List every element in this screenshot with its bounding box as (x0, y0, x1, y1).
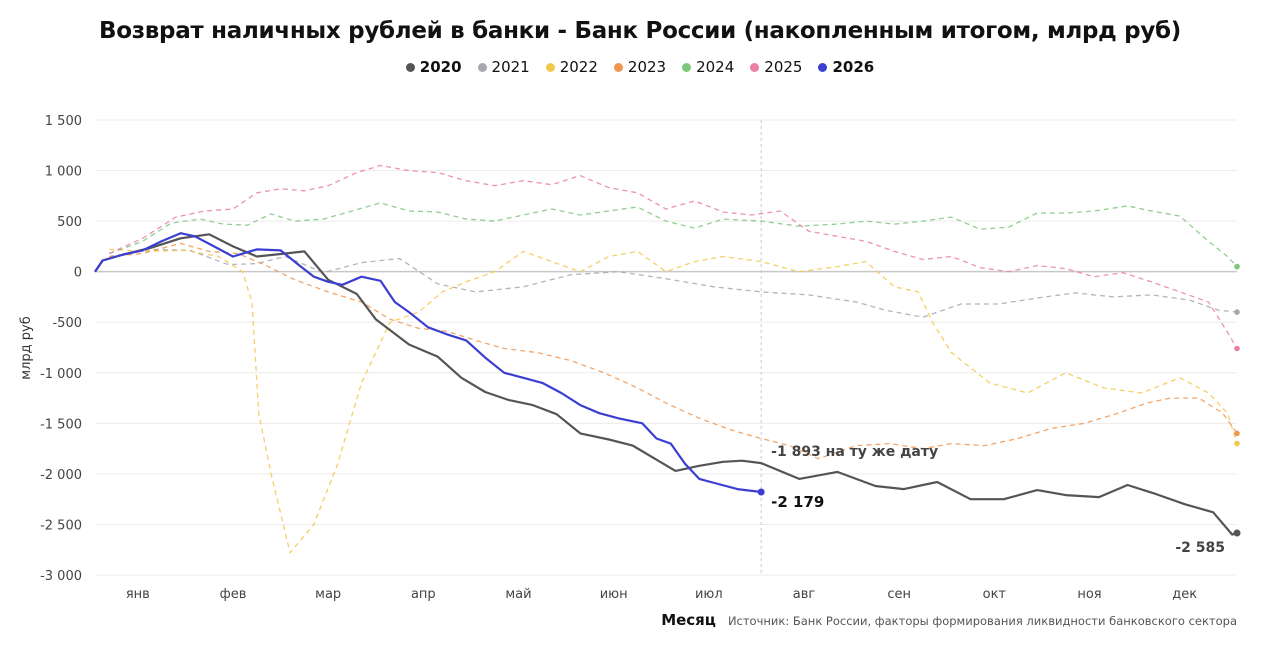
x-tick-label: июн (600, 587, 628, 602)
legend-label: 2023 (627, 58, 667, 76)
legend-dot-icon (818, 62, 828, 72)
series-endpoint-2024 (1234, 263, 1240, 270)
x-tick-label: мар (315, 587, 341, 602)
legend-dot-icon (682, 62, 692, 72)
annotation-label: -2 585 (1175, 540, 1225, 556)
legend-label: 2026 (832, 58, 875, 76)
legend-item-2026: 2026 (818, 58, 874, 76)
series-line-2026 (94, 232, 762, 494)
x-axis-label: Месяц (661, 611, 716, 629)
series-endpoint-2020 (1233, 529, 1241, 537)
legend-item-2021: 2021 (477, 58, 530, 76)
source-note: Источник: Банк России, факторы формирова… (727, 614, 1237, 628)
series-endpoint-2025 (1234, 345, 1240, 352)
legend-dot-icon (405, 62, 415, 72)
y-axis-label: млрд руб (19, 316, 34, 379)
series-line-2024 (109, 202, 1238, 268)
legend-item-2024: 2024 (682, 58, 734, 76)
x-tick-label: сен (887, 587, 911, 602)
chart-legend: 2020 2021 2022 2023 2024 2025 2026 (0, 58, 1280, 76)
y-tick-label: -1 000 (40, 367, 82, 382)
legend-item-2025: 2025 (750, 58, 802, 76)
series-line-2022 (109, 248, 1238, 554)
legend-label: 2025 (764, 58, 803, 76)
y-tick-label: -500 (52, 316, 82, 331)
series-line-2020 (94, 233, 1238, 536)
x-tick-label: янв (126, 587, 150, 602)
x-tick-label: июл (695, 587, 723, 602)
series-line-2021 (109, 248, 1238, 318)
legend-dot-icon (613, 62, 623, 72)
x-tick-label: ноя (1077, 587, 1101, 602)
y-tick-label: 1 000 (45, 165, 82, 180)
legend-dot-icon (750, 62, 760, 72)
series-endpoint-2026 (757, 488, 765, 496)
series-line-2023 (109, 242, 1238, 460)
series-endpoint-2021 (1234, 309, 1240, 315)
legend-label: 2022 (559, 58, 598, 76)
legend-dot-icon (545, 62, 555, 72)
chart-footer: Месяц Источник: Банк России, факторы фор… (661, 611, 1237, 629)
x-tick-label: авг (793, 587, 816, 602)
legend-label: 2021 (491, 58, 530, 76)
x-tick-label: май (505, 587, 531, 602)
y-tick-label: 0 (74, 266, 82, 281)
annotation-label: -2 179 (771, 493, 824, 511)
legend-item-2020: 2020 (405, 58, 462, 76)
x-tick-label: окт (983, 587, 1007, 602)
y-tick-label: -2 000 (40, 468, 82, 483)
chart-title: Возврат наличных рублей в банки - Банк Р… (99, 18, 1181, 44)
legend-item-2022: 2022 (545, 58, 598, 76)
annotation-label: -1 893 на ту же дату (771, 444, 938, 460)
legend-item-2023: 2023 (613, 58, 667, 76)
y-tick-label: 500 (57, 215, 82, 230)
series-endpoint-2022 (1234, 440, 1240, 447)
y-tick-label: 1 500 (45, 114, 82, 129)
legend-dot-icon (477, 62, 487, 72)
legend-label: 2024 (696, 58, 735, 76)
y-tick-label: -2 500 (40, 518, 82, 533)
legend-label: 2020 (419, 58, 462, 76)
y-tick-label: -1 500 (40, 417, 82, 432)
x-tick-label: дек (1172, 587, 1197, 602)
x-tick-label: фев (220, 587, 247, 602)
y-tick-label: -3 000 (40, 569, 82, 584)
x-tick-label: апр (411, 587, 436, 602)
series-line-2025 (109, 164, 1238, 349)
series-endpoint-2023 (1234, 430, 1240, 437)
